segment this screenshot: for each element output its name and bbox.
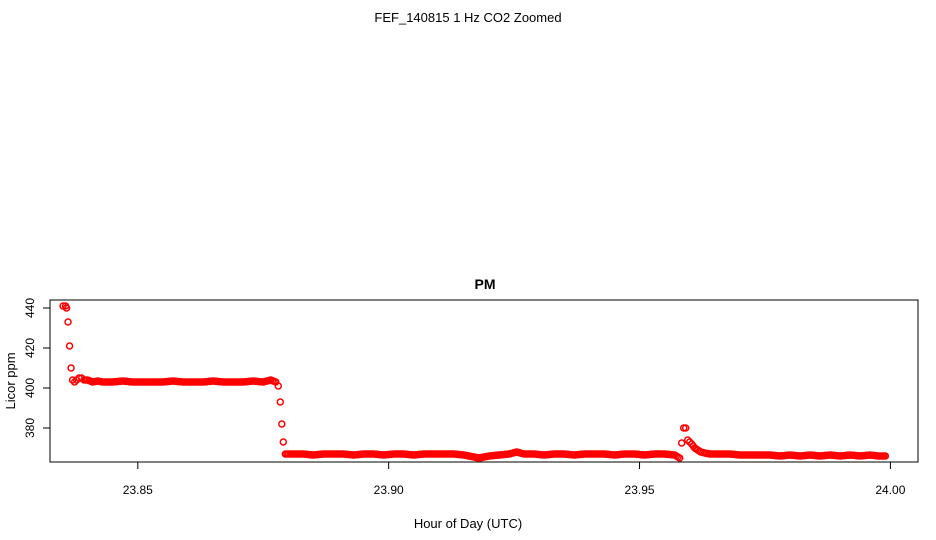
- data-point: [881, 452, 890, 460]
- data-point: [65, 342, 74, 350]
- y-tick-label: 400: [23, 378, 37, 398]
- x-tick-label: 23.90: [374, 483, 404, 497]
- figure-suptitle: FEF_140815 1 Hz CO2 Zoomed: [374, 10, 561, 25]
- chart-title: PM: [475, 276, 496, 292]
- x-axis-label: Hour of Day (UTC): [414, 516, 522, 531]
- data-point: [681, 424, 690, 432]
- data-point: [64, 318, 72, 326]
- data-point: [67, 364, 75, 372]
- y-tick-label: 380: [23, 418, 37, 438]
- x-tick-label: 23.95: [625, 483, 655, 497]
- y-tick-label: 420: [23, 338, 37, 358]
- y-axis: 380 400 420 440: [23, 298, 50, 438]
- plot-frame: [49, 299, 919, 463]
- data-point: [62, 304, 71, 312]
- data-point: [276, 398, 285, 406]
- data-point: [675, 454, 684, 462]
- y-axis-label: Licor ppm: [3, 352, 18, 409]
- data-point: [279, 438, 288, 446]
- data-point: [278, 420, 286, 428]
- x-axis: 23.85 23.90 23.95 24.00: [123, 462, 906, 497]
- data-point: [677, 439, 686, 447]
- x-tick-label: 24.00: [875, 483, 905, 497]
- data-point: [274, 382, 283, 390]
- y-tick-label: 440: [23, 298, 37, 318]
- data-point: [683, 436, 692, 444]
- x-tick-label: 23.85: [123, 483, 153, 497]
- data-point: [70, 378, 79, 386]
- data-points: [59, 302, 890, 462]
- data-point: [68, 376, 77, 384]
